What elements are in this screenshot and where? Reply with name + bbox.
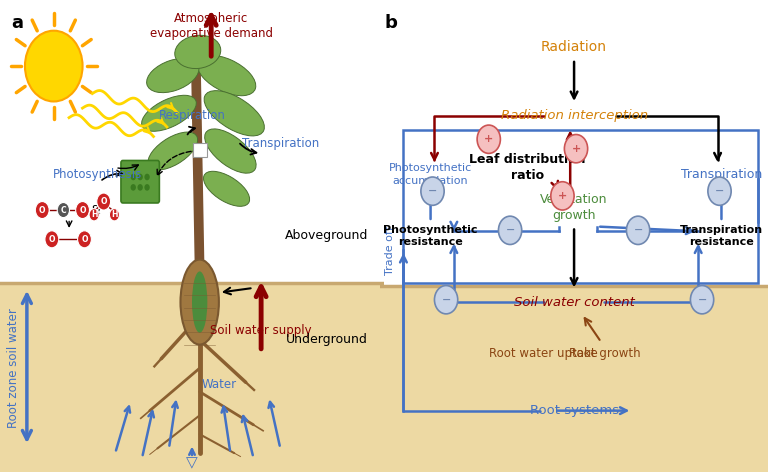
Circle shape [421,177,444,205]
Text: −: − [715,186,724,196]
Circle shape [477,125,501,153]
Bar [380,286,768,472]
Circle shape [35,202,49,219]
Text: Photosynthetic
accumulation: Photosynthetic accumulation [389,163,472,186]
Text: Transpiration: Transpiration [681,168,762,181]
Ellipse shape [197,55,256,96]
Ellipse shape [141,95,197,131]
Text: O: O [48,235,55,244]
Text: Water: Water [201,378,237,391]
Text: Root systems: Root systems [529,404,619,417]
Text: Atmospheric
evaporative demand: Atmospheric evaporative demand [150,12,273,40]
Circle shape [144,184,150,191]
Text: Trade off: Trade off [385,226,395,275]
Bar [403,130,758,283]
Bar [0,283,384,472]
Circle shape [690,286,713,314]
Ellipse shape [147,59,199,93]
Circle shape [564,135,588,163]
Circle shape [78,231,91,248]
Circle shape [131,184,136,191]
Text: O: O [81,235,88,244]
Text: −: − [442,295,451,305]
Text: Root zone soil water: Root zone soil water [7,308,20,428]
Text: &: & [91,203,100,217]
Text: H: H [91,210,98,219]
Text: +: + [558,191,567,201]
Circle shape [89,209,99,221]
Text: −: − [634,225,643,236]
Circle shape [131,174,136,180]
Ellipse shape [205,129,256,173]
Circle shape [551,182,574,210]
Text: Underground: Underground [286,333,367,346]
Text: Aboveground: Aboveground [285,229,368,243]
Circle shape [75,202,89,219]
Text: ▽: ▽ [186,455,198,470]
Text: H: H [111,210,118,219]
Text: Respiration: Respiration [158,109,226,122]
Text: Photosynthesis: Photosynthesis [53,168,143,181]
Ellipse shape [180,260,219,345]
Circle shape [708,177,731,205]
FancyBboxPatch shape [193,143,207,157]
Circle shape [97,193,111,210]
Circle shape [25,31,83,101]
Text: Vegetation
growth: Vegetation growth [541,193,607,222]
Text: Root growth: Root growth [569,347,641,361]
Ellipse shape [192,271,207,333]
Text: O: O [79,205,86,215]
Text: Leaf distribution
ratio: Leaf distribution ratio [469,153,586,182]
Text: Photosynthetic
resistance: Photosynthetic resistance [383,225,478,247]
Text: a: a [12,14,24,32]
Text: b: b [384,14,397,32]
Circle shape [109,209,119,221]
Circle shape [627,216,650,244]
Circle shape [45,231,58,248]
Ellipse shape [204,171,250,206]
Circle shape [57,202,69,218]
Circle shape [435,286,458,314]
Text: Root water uptake: Root water uptake [488,347,598,361]
Text: Radiation interception: Radiation interception [501,109,647,122]
Text: Transpiration
resistance: Transpiration resistance [680,225,763,247]
Circle shape [137,174,143,180]
Text: Radiation: Radiation [541,40,607,54]
Text: Soil water supply: Soil water supply [210,324,312,337]
Ellipse shape [148,132,197,170]
Ellipse shape [175,35,220,68]
Ellipse shape [204,91,264,136]
Circle shape [144,174,150,180]
Text: −: − [697,295,707,305]
Text: C: C [61,205,66,215]
Text: −: − [505,225,515,236]
Text: −: − [428,186,437,196]
Circle shape [498,216,521,244]
Text: O: O [101,197,107,206]
Text: Soil water content: Soil water content [514,295,634,309]
Text: O: O [39,205,45,215]
Text: Transpiration: Transpiration [242,137,319,151]
Text: +: + [484,134,493,144]
FancyBboxPatch shape [121,160,159,203]
Circle shape [137,184,143,191]
Text: +: + [571,143,581,154]
